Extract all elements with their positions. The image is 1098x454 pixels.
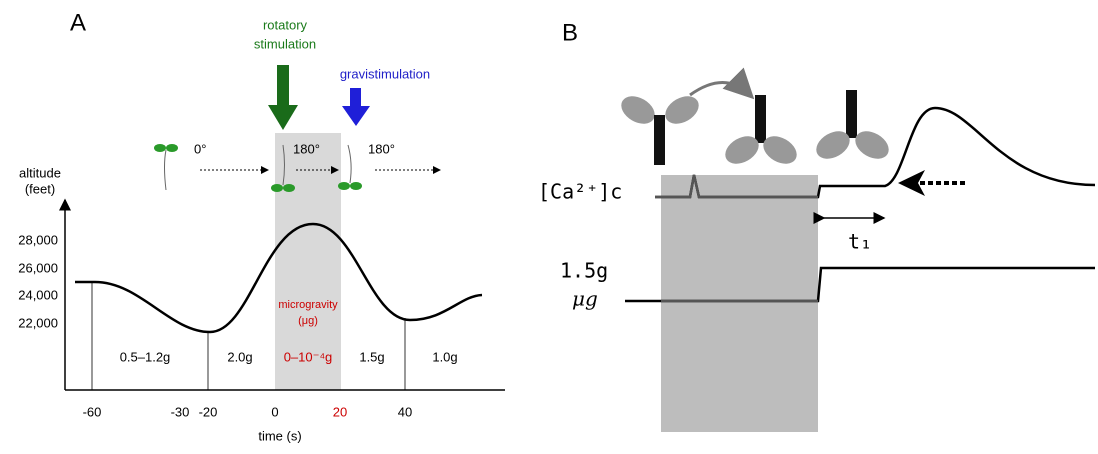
phase-label: 1.0g	[432, 349, 457, 364]
x-tick-label: 20	[333, 404, 347, 419]
delay-label: t₁	[848, 230, 872, 254]
panel-label: A	[70, 9, 86, 36]
x-tick-label: 0	[271, 404, 278, 419]
rotation-arrow	[690, 83, 750, 96]
phase-label: 1.5g	[359, 349, 384, 364]
y-axis-label: (feet)	[25, 181, 55, 196]
y-axis-label: altitude	[19, 165, 61, 180]
g-label: μg	[572, 287, 598, 311]
x-tick-label: -30	[171, 404, 190, 419]
figure: A altitude (feet) 28,000 26,000 24,000 2…	[0, 0, 1098, 449]
seedling-icons	[616, 90, 893, 169]
x-tick-label: -60	[83, 404, 102, 419]
x-tick-label: -20	[199, 404, 218, 419]
microgravity-label: (μg)	[298, 315, 318, 327]
microgravity-band	[661, 175, 818, 432]
x-tick-label: 40	[398, 404, 412, 419]
y-tick-label: 26,000	[18, 260, 58, 275]
rotatory-label: stimulation	[254, 36, 316, 51]
angle-label: 180°	[293, 141, 320, 156]
gravistimulation-label: gravistimulation	[340, 66, 430, 81]
x-ticks: -60 -30 -20 0 20 40	[83, 404, 413, 419]
microgravity-label: microgravity	[278, 299, 338, 311]
g-label: 1.5g	[560, 259, 608, 283]
angle-label: 0°	[194, 141, 206, 156]
calcium-label: [Ca²⁺]c	[538, 180, 622, 204]
phase-labels: 0.5–1.2g 2.0g 0–10⁻⁴g 1.5g 1.0g	[120, 349, 458, 364]
y-tick-label: 28,000	[18, 232, 58, 247]
phase-label: 2.0g	[227, 349, 252, 364]
rotatory-label: rotatory	[263, 17, 308, 32]
y-tick-label: 22,000	[18, 315, 58, 330]
angle-label: 180°	[368, 141, 395, 156]
gravistimulation-arrow	[342, 88, 370, 126]
panel-b: B [Ca²⁺]c 1.5g μg t₁	[538, 19, 1095, 432]
y-ticks: 28,000 26,000 24,000 22,000	[18, 232, 58, 330]
phase-label: 0.5–1.2g	[120, 349, 171, 364]
phase-label: 0–10⁻⁴g	[284, 349, 333, 364]
y-tick-label: 24,000	[18, 287, 58, 302]
x-axis-label: time (s)	[258, 428, 301, 443]
panel-a: A altitude (feet) 28,000 26,000 24,000 2…	[18, 9, 505, 443]
rotatory-arrow	[268, 65, 298, 130]
panel-label: B	[562, 19, 578, 46]
